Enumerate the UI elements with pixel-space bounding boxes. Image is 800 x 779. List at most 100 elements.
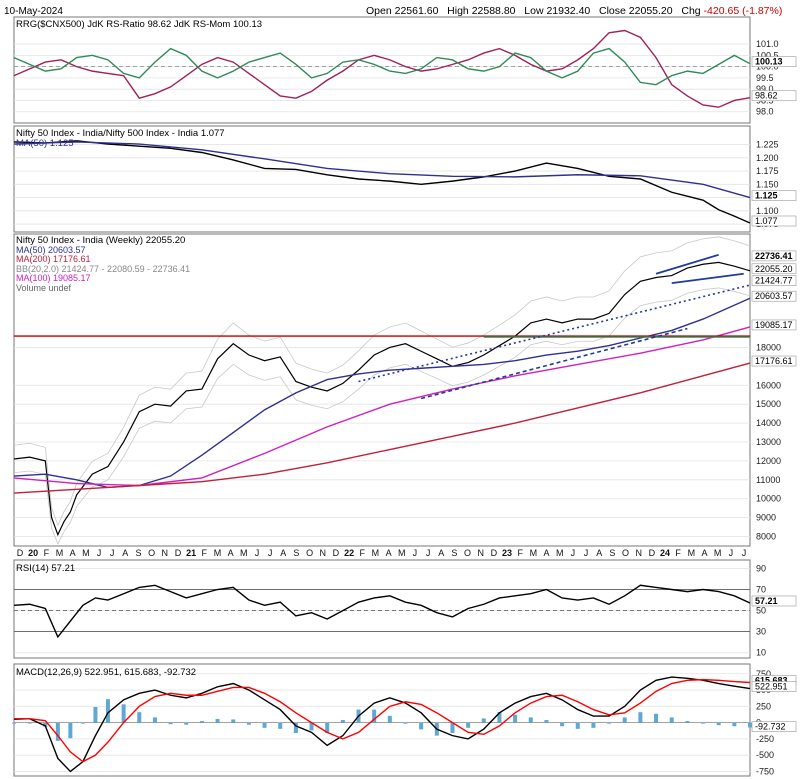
legend-item-ma50: MA(50) 20603.57 xyxy=(16,244,86,255)
last-value-box xyxy=(751,595,797,607)
macd-histogram-bar xyxy=(497,712,502,723)
x-tick-label: F xyxy=(517,548,523,558)
x-tick-label: J xyxy=(729,548,734,558)
series-line-macd-0 xyxy=(13,676,751,773)
x-tick-label: J xyxy=(255,548,260,558)
x-tick-label: D xyxy=(175,548,182,558)
x-tick-label: M xyxy=(688,548,696,558)
date-label: 10-May-2024 xyxy=(4,6,63,17)
panel-frame-rrg xyxy=(13,16,751,124)
date: 10-May-2024 xyxy=(4,6,63,17)
macd-histogram-bar xyxy=(199,721,204,723)
macd-histogram-bar xyxy=(450,722,455,734)
macd-histogram-bar xyxy=(466,722,471,728)
x-tick-label: M xyxy=(372,548,380,558)
x-tick-label: A xyxy=(228,548,234,558)
macd-title-text: MACD(12,26,9) 522.951, 615.683, -92.732 xyxy=(16,667,197,678)
macd-histogram-bar xyxy=(419,722,424,730)
last-value-box xyxy=(751,190,797,201)
macd-histogram-bar xyxy=(591,722,596,728)
y-tick-label: 70 xyxy=(756,585,766,595)
relative-title: Nifty 50 Index - India/Nifty 500 Index -… xyxy=(16,128,225,139)
x-tick-label: M xyxy=(714,548,722,558)
x-tick-label: A xyxy=(702,548,708,558)
y-tick-label: 8000 xyxy=(756,532,776,542)
close-label: Close xyxy=(599,5,626,17)
last-value-label: 22055.20 xyxy=(755,264,793,274)
legend-item-price: Nifty 50 Index - India (Weekly) 22055.20 xyxy=(16,235,186,246)
x-tick-label: J xyxy=(571,548,576,558)
y-tick-label: 50 xyxy=(756,606,766,616)
macd-histogram-bar xyxy=(513,714,518,723)
y-tick-label: 10 xyxy=(756,648,766,658)
x-tick-label: J xyxy=(110,548,115,558)
channel-bottom xyxy=(671,272,744,285)
x-tick-label: 23 xyxy=(502,548,512,558)
macd-histogram-bar xyxy=(105,699,110,723)
chg-value: -420.65 (-1.87%) xyxy=(703,5,783,17)
x-tick-label: F xyxy=(360,548,366,558)
last-value-label: 1.077 xyxy=(755,216,778,226)
macd-histogram-bar xyxy=(654,713,659,723)
y-tick-label: 1.100 xyxy=(756,206,779,216)
x-tick-label: M xyxy=(556,548,564,558)
x-tick-label: M xyxy=(214,548,222,558)
x-tick-label: M xyxy=(56,548,64,558)
last-value-label: 1.125 xyxy=(755,191,778,201)
y-tick-label: 11000 xyxy=(756,475,780,485)
macd-histogram-bar xyxy=(246,722,251,725)
last-value-box xyxy=(751,263,797,275)
last-value-label: 522.951 xyxy=(755,682,788,692)
macd-histogram-bar xyxy=(121,704,126,723)
last-value-label: 100.13 xyxy=(755,57,783,67)
macd-histogram-bar xyxy=(372,709,377,723)
trendline-lower xyxy=(420,327,688,400)
series-line-macd-1 xyxy=(14,678,751,763)
x-tick-label: 21 xyxy=(186,548,196,558)
x-tick-label: S xyxy=(135,548,141,558)
x-tick-label: O xyxy=(464,548,471,558)
x-tick-label: F xyxy=(202,548,208,558)
series-line-rrg-0 xyxy=(13,29,751,108)
last-value-box xyxy=(751,275,797,286)
x-tick-label: J xyxy=(413,548,418,558)
last-value-label: 57.21 xyxy=(755,596,778,606)
y-tick-label: 10000 xyxy=(756,494,781,504)
last-value-box xyxy=(751,90,797,102)
y-tick-label: 9000 xyxy=(756,513,776,523)
y-tick-label: 250 xyxy=(756,701,771,711)
y-tick-label: -750 xyxy=(756,766,774,776)
high-value: 22588.80 xyxy=(471,5,516,17)
series-line-relative-1 xyxy=(13,141,751,199)
x-tick-label: M xyxy=(398,548,406,558)
rsi-title: RSI(14) 57.21 xyxy=(16,563,76,574)
x-tick-label: J xyxy=(268,548,273,558)
macd-histogram-bar xyxy=(262,722,267,728)
macd-histogram-bar xyxy=(716,722,721,726)
series-lines xyxy=(13,29,751,773)
macd-histogram-bar xyxy=(403,722,408,724)
last-value-box xyxy=(751,681,797,692)
x-tick-label: N xyxy=(162,548,169,558)
x-tick-label: D xyxy=(649,548,656,558)
legend-item-ma200: MA(200) 17176.61 xyxy=(16,254,91,264)
y-tick-label: 13000 xyxy=(756,437,781,447)
last-value-label: 19085.17 xyxy=(755,320,793,330)
annotations xyxy=(14,253,751,400)
x-tick-label: A xyxy=(280,548,286,558)
x-tick-label: D xyxy=(17,548,24,558)
y-tick-label: 15000 xyxy=(756,399,781,409)
macd-histogram-bar xyxy=(701,722,706,724)
legend-item-volume: Volume undef xyxy=(16,282,72,293)
x-tick-label: F xyxy=(44,548,50,558)
high-label: High xyxy=(447,5,469,17)
macd-histogram-bar xyxy=(278,722,283,729)
macd-histogram-bar xyxy=(732,722,737,727)
macd-histogram-bar xyxy=(481,718,486,723)
macd-histogram-bar xyxy=(152,717,157,723)
x-tick-label: A xyxy=(544,548,550,558)
macd-histogram-bar xyxy=(43,722,48,727)
macd-histogram-bar xyxy=(638,712,643,723)
y-tick-label: 16000 xyxy=(756,380,781,390)
